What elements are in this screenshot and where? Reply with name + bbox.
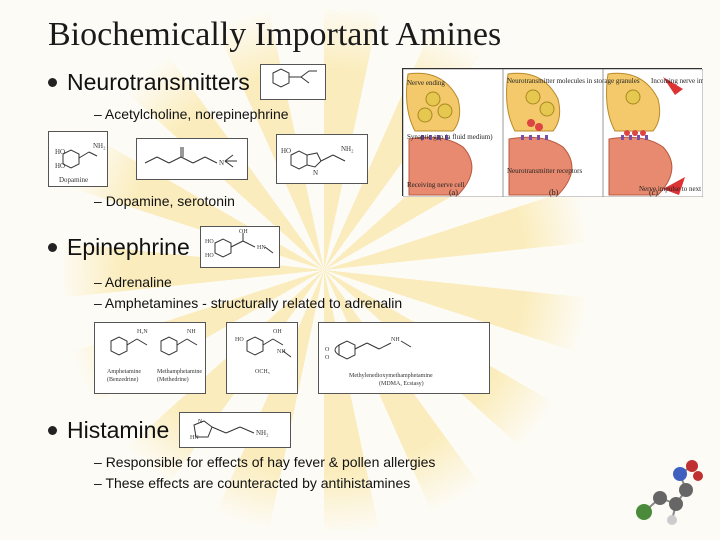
svg-text:HO: HO	[55, 162, 65, 170]
svg-text:N: N	[313, 169, 318, 177]
svg-text:Dopamine: Dopamine	[59, 176, 88, 184]
sub-item: Acetylcholine, norepinephrine	[94, 104, 686, 125]
svg-text:HO: HO	[55, 148, 65, 156]
svg-text:H₂N: H₂N	[137, 329, 148, 335]
svg-text:NH₂: NH₂	[93, 142, 106, 150]
svg-text:(Benzedrine): (Benzedrine)	[107, 376, 138, 383]
section-epinephrine: Epinephrine OH HN HO HO Adrenaline	[48, 226, 686, 394]
svg-text:(Methedrine): (Methedrine)	[157, 376, 189, 383]
chem-structure-histamine-icon: N HN NH₂	[179, 412, 291, 448]
chem-structure-icon: HO OH NH OCH₃	[226, 322, 298, 394]
section-neurotransmitters: Neurotransmitters Acetylcholine, norepin…	[48, 64, 686, 212]
svg-text:NH: NH	[391, 337, 400, 343]
svg-text:OH: OH	[239, 229, 248, 235]
svg-text:HO: HO	[281, 147, 291, 155]
svg-text:Methylenedioxymethamphetamine: Methylenedioxymethamphetamine	[349, 373, 433, 379]
sub-item: These effects are counteracted by antihi…	[94, 473, 686, 494]
svg-text:HO: HO	[205, 253, 214, 259]
chem-structure-acetylcholine-icon: N⁺	[136, 138, 248, 180]
svg-text:HO: HO	[205, 239, 214, 245]
svg-text:HN: HN	[257, 245, 266, 251]
sub-item: Adrenaline	[94, 272, 686, 293]
section-label: Neurotransmitters	[67, 69, 250, 96]
svg-text:OH: OH	[273, 329, 282, 335]
slide-title: Biochemically Important Amines	[48, 16, 686, 54]
section-histamine: Histamine N HN NH₂ Responsible for effec…	[48, 412, 686, 494]
chem-structure-icon	[260, 64, 326, 100]
svg-text:HO: HO	[235, 337, 244, 343]
section-label: Epinephrine	[67, 234, 190, 261]
chem-structure-serotonin-icon: NH₂ HO N	[276, 134, 368, 184]
chem-amphetamine-icon: H₂N NH Amphetamine (Benzedrine) Methamph…	[94, 322, 206, 394]
svg-text:HN: HN	[190, 435, 199, 441]
sub-item: Dopamine, serotonin	[94, 191, 686, 212]
sub-item: Amphetamines - structurally related to a…	[94, 293, 686, 314]
svg-text:O: O	[325, 355, 330, 361]
svg-text:Methamphetamine: Methamphetamine	[157, 369, 202, 375]
svg-text:N: N	[198, 419, 203, 425]
chem-structure-epinephrine-icon: OH HN HO HO	[200, 226, 280, 268]
svg-text:(MDMA, Ecstasy): (MDMA, Ecstasy)	[379, 380, 424, 387]
sub-item: Responsible for effects of hay fever & p…	[94, 452, 686, 473]
bullet-icon	[48, 243, 57, 252]
svg-text:O: O	[325, 347, 330, 353]
chem-mdma-icon: O O NH Methylenedioxymethamphetamine (MD…	[318, 322, 490, 394]
bullet-icon	[48, 426, 57, 435]
bullet-icon	[48, 78, 57, 87]
svg-text:OCH₃: OCH₃	[255, 369, 270, 375]
svg-text:NH: NH	[187, 329, 196, 335]
chem-structure-dopamine-icon: NH₂ HO HO Dopamine	[48, 131, 108, 187]
svg-text:NH₂: NH₂	[256, 429, 269, 437]
section-label: Histamine	[67, 417, 169, 444]
svg-text:NH₂: NH₂	[341, 145, 354, 153]
svg-text:Amphetamine: Amphetamine	[107, 369, 141, 375]
